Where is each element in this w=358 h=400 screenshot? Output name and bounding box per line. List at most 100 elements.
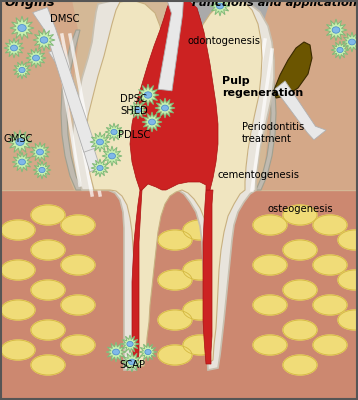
Bar — [0, 190, 358, 400]
Ellipse shape — [283, 320, 317, 340]
Polygon shape — [33, 161, 51, 179]
Ellipse shape — [1, 260, 35, 280]
Ellipse shape — [337, 47, 343, 53]
Text: DPSC
SHED: DPSC SHED — [120, 94, 148, 116]
Text: DMSC: DMSC — [50, 14, 79, 24]
Polygon shape — [10, 16, 34, 40]
Ellipse shape — [40, 37, 48, 43]
Ellipse shape — [1, 220, 35, 240]
Ellipse shape — [112, 349, 120, 355]
Ellipse shape — [158, 310, 192, 330]
Ellipse shape — [1, 340, 35, 360]
Polygon shape — [129, 101, 147, 119]
Ellipse shape — [253, 295, 287, 315]
Polygon shape — [256, 32, 276, 190]
Ellipse shape — [338, 270, 358, 290]
Polygon shape — [331, 41, 349, 59]
Polygon shape — [30, 142, 50, 162]
Ellipse shape — [158, 345, 192, 365]
Ellipse shape — [18, 24, 26, 32]
Ellipse shape — [31, 320, 65, 340]
Text: Functions and applications: Functions and applications — [192, 0, 358, 8]
Polygon shape — [342, 32, 358, 52]
Ellipse shape — [31, 280, 65, 300]
Ellipse shape — [39, 167, 45, 173]
Ellipse shape — [332, 27, 340, 33]
Polygon shape — [275, 81, 326, 140]
Ellipse shape — [19, 159, 25, 165]
Polygon shape — [72, 0, 274, 370]
Polygon shape — [105, 123, 123, 141]
Polygon shape — [325, 19, 347, 41]
Ellipse shape — [61, 335, 95, 355]
Text: GMSC: GMSC — [4, 134, 34, 144]
Polygon shape — [49, 48, 100, 172]
Ellipse shape — [313, 295, 347, 315]
Ellipse shape — [129, 359, 135, 365]
Ellipse shape — [283, 280, 317, 300]
Polygon shape — [33, 7, 96, 152]
Bar — [190, 0, 358, 110]
Text: Origins: Origins — [5, 0, 55, 9]
Ellipse shape — [348, 39, 355, 45]
Ellipse shape — [108, 153, 116, 159]
Polygon shape — [12, 152, 32, 172]
Ellipse shape — [145, 349, 151, 355]
Ellipse shape — [31, 205, 65, 225]
Polygon shape — [13, 61, 31, 79]
Ellipse shape — [144, 92, 152, 98]
Ellipse shape — [283, 355, 317, 375]
Ellipse shape — [61, 215, 95, 235]
Ellipse shape — [217, 3, 223, 9]
Polygon shape — [122, 352, 142, 372]
Ellipse shape — [61, 295, 95, 315]
Polygon shape — [130, 0, 218, 190]
Ellipse shape — [183, 335, 217, 355]
Polygon shape — [132, 190, 142, 365]
Text: cementogenesis: cementogenesis — [218, 170, 300, 180]
Polygon shape — [90, 132, 110, 152]
Text: PDLSC: PDLSC — [118, 130, 150, 140]
Ellipse shape — [127, 341, 133, 347]
Ellipse shape — [1, 300, 35, 320]
Ellipse shape — [253, 335, 287, 355]
Bar — [0, 0, 358, 190]
Polygon shape — [33, 29, 55, 51]
Ellipse shape — [37, 149, 44, 155]
Ellipse shape — [31, 240, 65, 260]
Ellipse shape — [111, 129, 117, 135]
Polygon shape — [274, 42, 312, 98]
Polygon shape — [0, 0, 78, 190]
Ellipse shape — [338, 310, 358, 330]
Ellipse shape — [61, 255, 95, 275]
Polygon shape — [8, 130, 32, 154]
Ellipse shape — [19, 67, 25, 73]
Polygon shape — [102, 146, 122, 166]
Polygon shape — [86, 0, 262, 367]
Polygon shape — [203, 190, 213, 364]
Ellipse shape — [183, 220, 217, 240]
Ellipse shape — [16, 138, 24, 146]
Text: Pulp
regeneration: Pulp regeneration — [222, 76, 303, 98]
Ellipse shape — [31, 355, 65, 375]
Ellipse shape — [97, 139, 103, 145]
Ellipse shape — [10, 45, 18, 51]
Ellipse shape — [183, 260, 217, 280]
Ellipse shape — [33, 55, 39, 61]
Ellipse shape — [338, 230, 358, 250]
Polygon shape — [158, 0, 183, 91]
Ellipse shape — [313, 335, 347, 355]
Polygon shape — [4, 38, 24, 58]
Ellipse shape — [158, 270, 192, 290]
Ellipse shape — [161, 105, 169, 111]
Text: Periodontitis
treatment: Periodontitis treatment — [242, 122, 304, 144]
Ellipse shape — [253, 215, 287, 235]
Polygon shape — [210, 0, 230, 16]
Text: osteogenesis: osteogenesis — [268, 204, 334, 214]
Ellipse shape — [283, 205, 317, 225]
Ellipse shape — [253, 255, 287, 275]
Ellipse shape — [149, 119, 155, 125]
Polygon shape — [26, 48, 46, 68]
Polygon shape — [61, 30, 82, 190]
Polygon shape — [142, 112, 162, 132]
